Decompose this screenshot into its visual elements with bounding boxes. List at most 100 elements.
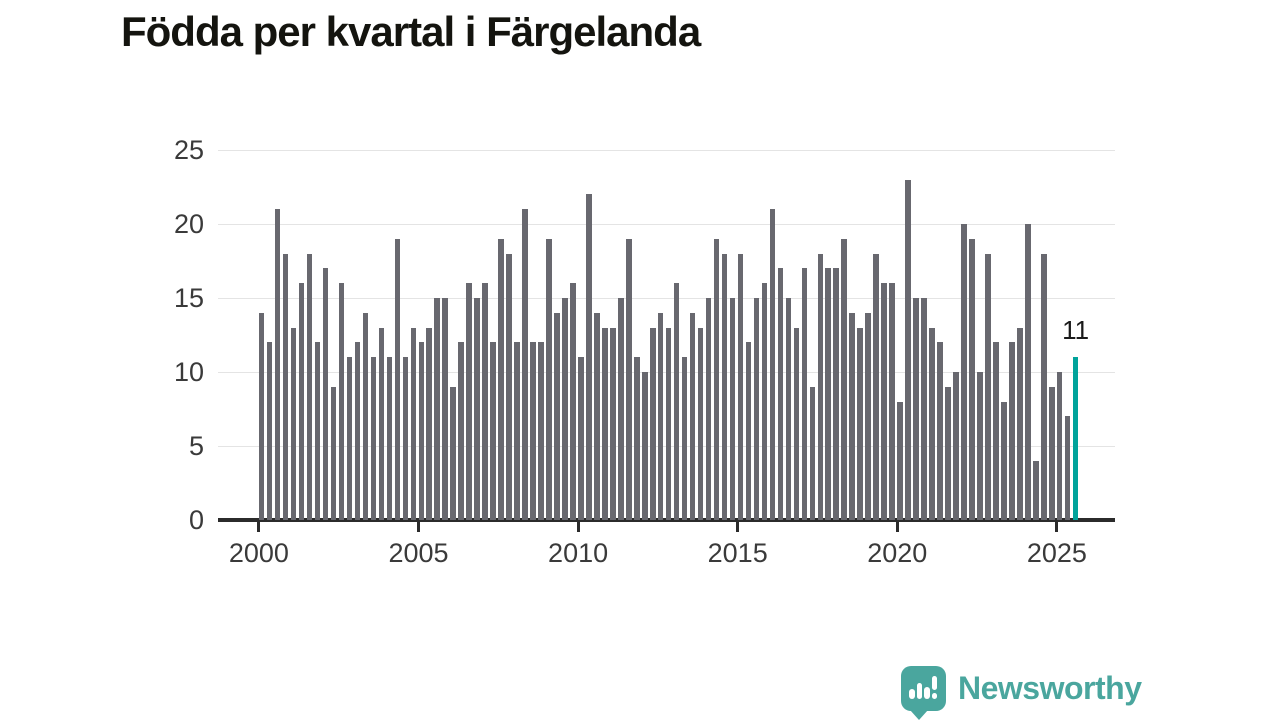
bar — [450, 386, 456, 520]
x-axis-tick-mark — [257, 522, 261, 532]
gridline — [218, 298, 1115, 299]
bar — [961, 224, 967, 520]
bar — [378, 327, 385, 520]
bar — [881, 283, 887, 520]
bar — [889, 283, 895, 520]
bar — [937, 342, 943, 520]
bar — [929, 327, 935, 520]
bar — [346, 357, 353, 520]
bar — [993, 342, 999, 520]
bar — [825, 268, 832, 520]
bar — [514, 342, 520, 520]
y-axis-tick-label: 0 — [188, 505, 204, 535]
x-axis-line — [218, 518, 1115, 522]
bar — [490, 342, 496, 520]
bar — [370, 357, 377, 520]
x-axis-tick-label: 2010 — [548, 538, 609, 568]
bar — [1064, 416, 1071, 520]
page-title: Födda per kvartal i Färgelanda — [121, 8, 701, 55]
bar — [697, 327, 704, 520]
bar — [386, 357, 393, 520]
bar — [594, 312, 600, 520]
bar — [633, 357, 640, 520]
bar — [761, 283, 768, 520]
x-axis-tick-label: 2025 — [1026, 538, 1087, 568]
bar — [538, 342, 544, 520]
logo-exclamation-icon — [931, 676, 937, 690]
bar — [610, 327, 616, 520]
bar — [801, 268, 808, 520]
logo-mini-bar-icon — [916, 683, 922, 699]
bar — [1048, 386, 1055, 520]
bar — [1056, 372, 1063, 520]
logo-exclamation-icon — [931, 693, 937, 699]
bar — [673, 283, 680, 520]
newsworthy-chart-bubble-icon — [901, 666, 946, 720]
bar — [841, 238, 848, 520]
bar — [1024, 224, 1031, 520]
bar — [809, 386, 816, 520]
bar — [618, 298, 624, 520]
bar — [258, 312, 265, 520]
y-axis-tick-label: 15 — [173, 283, 204, 313]
bar — [817, 253, 824, 520]
bar — [1040, 253, 1047, 520]
x-axis-tick-mark — [736, 522, 740, 532]
bar — [314, 342, 321, 520]
bar — [290, 327, 297, 520]
bar — [578, 357, 584, 520]
bar — [322, 268, 329, 520]
bar — [474, 298, 480, 520]
bar — [562, 298, 568, 520]
bar — [402, 357, 409, 520]
bar — [785, 298, 792, 520]
logo-mini-bar-icon — [909, 689, 915, 699]
bar — [522, 209, 528, 520]
branding: Newsworthy — [901, 666, 1142, 720]
plot-area: 11 0 5 10 15 20 25 2000 2005 2010 2015 2020 2025 — [174, 135, 1115, 568]
bar — [554, 312, 560, 520]
bar — [873, 253, 879, 520]
bar — [865, 312, 871, 520]
bar — [266, 342, 273, 520]
bar — [1017, 327, 1023, 520]
bar — [953, 372, 959, 520]
x-axis-tick-label: 2005 — [388, 538, 449, 568]
y-axis-tick-label: 10 — [173, 357, 204, 387]
bar — [745, 342, 752, 520]
bar — [498, 238, 504, 520]
bar — [1032, 460, 1039, 520]
gridline — [218, 150, 1115, 151]
bar — [570, 283, 576, 520]
bar — [274, 209, 281, 520]
gridline — [218, 224, 1115, 225]
bar — [897, 401, 903, 520]
bar — [921, 298, 927, 520]
bar — [298, 283, 305, 520]
branding-name: Newsworthy — [958, 670, 1142, 706]
bar — [306, 253, 313, 520]
bar — [977, 372, 983, 520]
bar — [530, 342, 536, 520]
bar — [985, 253, 991, 520]
bar — [729, 298, 736, 520]
bar — [434, 298, 441, 520]
bar — [769, 209, 776, 520]
bar — [857, 327, 863, 520]
bar — [649, 327, 656, 520]
x-axis-tick-mark — [895, 522, 899, 532]
x-axis-tick-mark — [1055, 522, 1059, 532]
bar — [665, 327, 672, 520]
x-axis-tick-label: 2020 — [867, 538, 928, 568]
bar — [849, 312, 855, 520]
bar — [482, 283, 488, 520]
bar — [586, 194, 592, 520]
bar — [394, 238, 401, 520]
y-axis-tick-label: 5 — [188, 431, 204, 461]
bar — [338, 283, 345, 520]
bar — [753, 298, 760, 520]
bar — [1001, 401, 1007, 520]
x-axis-tick-label: 2000 — [228, 538, 289, 568]
x-axis-tick-label: 2015 — [707, 538, 768, 568]
